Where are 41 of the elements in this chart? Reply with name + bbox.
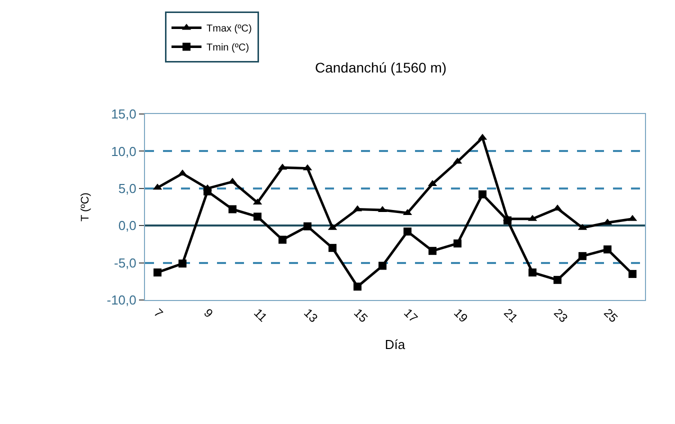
point — [278, 236, 286, 244]
point — [528, 268, 536, 276]
point — [478, 190, 486, 198]
x-tick-label: 7 — [151, 306, 166, 321]
point — [178, 260, 186, 268]
point — [154, 268, 162, 276]
y-axis-title: T (ºC) — [79, 192, 92, 222]
point — [378, 262, 386, 270]
x-tick-label: 15 — [351, 306, 371, 326]
x-tick-label: 23 — [551, 306, 571, 326]
point — [254, 212, 262, 221]
chart-title: Candanchú (1560 m) — [315, 60, 447, 76]
point — [428, 246, 436, 255]
point — [454, 239, 462, 248]
point — [628, 270, 636, 278]
point — [354, 282, 362, 291]
point — [204, 187, 212, 196]
x-tick-label: 21 — [501, 306, 521, 326]
x-tick-label: 11 — [251, 306, 270, 325]
x-axis-title: Día — [384, 337, 406, 352]
point — [504, 216, 512, 224]
y-tick-label: -5,0 — [114, 255, 136, 270]
x-tick-label: 25 — [601, 306, 621, 326]
y-tick-label: 5,0 — [118, 180, 136, 196]
point — [554, 276, 562, 284]
y-tick-label: 10,0 — [111, 144, 136, 159]
point — [604, 245, 612, 254]
legend-label: Tmin (ºC) — [206, 42, 250, 54]
y-tick-label: -10,0 — [106, 292, 136, 308]
y-tick-label: 0,0 — [118, 218, 136, 234]
point — [578, 252, 586, 260]
legend-label: Tmax (ºC) — [206, 24, 252, 35]
point — [304, 222, 312, 230]
point — [404, 228, 412, 236]
y-tick-label: 15,0 — [111, 106, 136, 122]
point — [328, 244, 336, 252]
x-tick-label: 17 — [401, 306, 421, 326]
x-tick-label: 19 — [451, 306, 471, 326]
x-tick-label: 9 — [201, 306, 216, 321]
point — [228, 205, 236, 214]
x-tick-label: 13 — [301, 306, 321, 326]
